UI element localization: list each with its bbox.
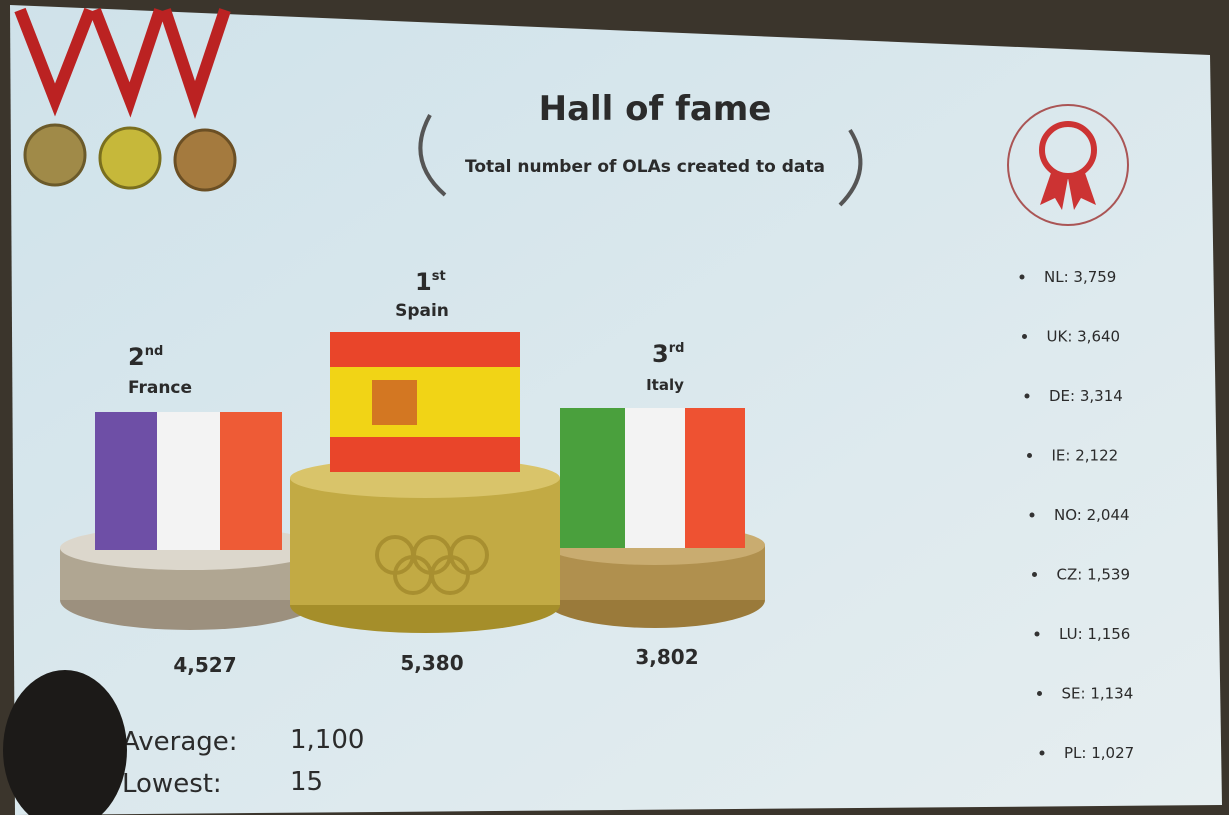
total: 5,380 [400,651,463,675]
flag-italy [560,408,745,548]
bullet [1040,751,1045,756]
bullet [1027,453,1032,458]
page: Hall of fame Total number of OLAs create… [0,0,1229,815]
ranking-item: LU: 1,156 [1059,625,1130,643]
ranking-item: CZ: 1,539 [1057,566,1131,584]
total: 4,527 [173,653,236,677]
ranking-item: SE: 1,134 [1062,685,1134,703]
ranking-item: NO: 2,044 [1054,506,1130,524]
bullet [1020,275,1025,280]
total: 3,802 [635,645,698,669]
subtitle: Total number of OLAs created to data [465,157,825,177]
title: Hall of fame [539,89,772,129]
country: Spain [395,301,449,321]
flag-spain [330,332,520,472]
ranking-item: UK: 3,640 [1047,328,1121,346]
slide-photo: Hall of fame Total number of OLAs create… [0,0,1229,815]
flag-france [95,412,282,550]
bullet [1035,632,1040,637]
stat-label: Lowest: [122,769,222,799]
rank-number: 3 [652,340,669,368]
stat-value: 1,100 [290,725,364,755]
country: France [128,378,192,398]
stat-value: 15 [290,767,323,797]
rank-suffix: nd [145,344,164,359]
stat-label: Average: [122,727,238,757]
bullet [1030,513,1035,518]
country: Italy [646,376,684,394]
bullet [1032,572,1037,577]
bullet [1037,691,1042,696]
bullet [1022,334,1027,339]
ranking-item: DE: 3,314 [1049,387,1123,405]
ranking-item: NL: 3,759 [1044,268,1116,286]
ranking-item: IE: 2,122 [1052,447,1119,465]
rank-suffix: rd [669,341,685,356]
rank-number: 2 [128,343,145,371]
bullet [1025,394,1030,399]
rank-number: 1 [415,268,432,296]
ranking-item: PL: 1,027 [1064,744,1134,762]
rank-suffix: st [432,269,446,284]
